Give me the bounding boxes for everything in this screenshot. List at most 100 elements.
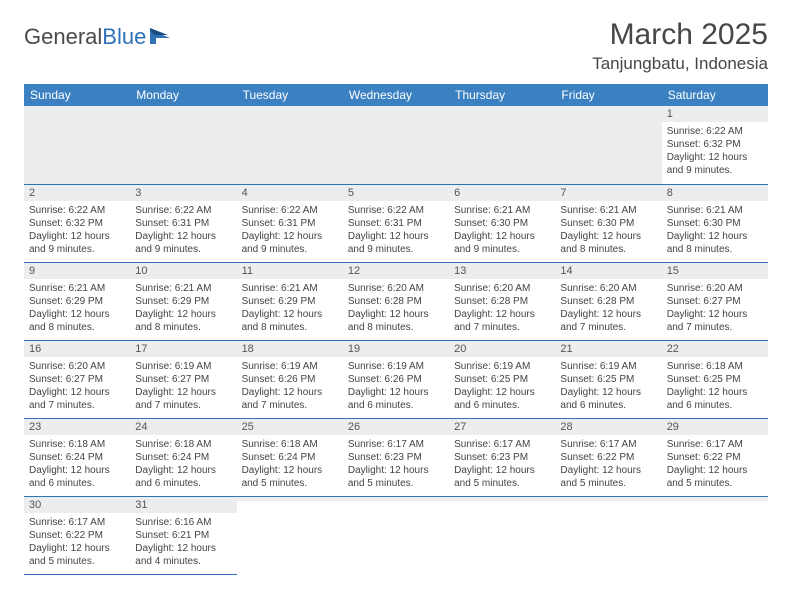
sunset-text: Sunset: 6:22 PM bbox=[29, 529, 125, 542]
calendar-cell: 13Sunrise: 6:20 AMSunset: 6:28 PMDayligh… bbox=[449, 262, 555, 340]
daylight-text: Daylight: 12 hours and 6 minutes. bbox=[29, 464, 125, 490]
day-body: Sunrise: 6:22 AMSunset: 6:32 PMDaylight:… bbox=[662, 122, 768, 181]
day-number: 26 bbox=[343, 419, 449, 435]
day-number: 15 bbox=[662, 263, 768, 279]
day-header: Sunday bbox=[24, 84, 130, 106]
day-number: 7 bbox=[555, 185, 661, 201]
calendar-cell: 25Sunrise: 6:18 AMSunset: 6:24 PMDayligh… bbox=[237, 418, 343, 496]
calendar-cell bbox=[343, 496, 449, 574]
logo-text-1: General bbox=[24, 24, 102, 50]
calendar-cell: 26Sunrise: 6:17 AMSunset: 6:23 PMDayligh… bbox=[343, 418, 449, 496]
sunset-text: Sunset: 6:29 PM bbox=[29, 295, 125, 308]
day-body: Sunrise: 6:20 AMSunset: 6:28 PMDaylight:… bbox=[449, 279, 555, 338]
calendar-cell bbox=[662, 496, 768, 574]
day-number: 4 bbox=[237, 185, 343, 201]
day-number: 13 bbox=[449, 263, 555, 279]
sunset-text: Sunset: 6:22 PM bbox=[560, 451, 656, 464]
calendar-row: 1Sunrise: 6:22 AMSunset: 6:32 PMDaylight… bbox=[24, 106, 768, 184]
sunrise-text: Sunrise: 6:18 AM bbox=[135, 438, 231, 451]
calendar-cell: 14Sunrise: 6:20 AMSunset: 6:28 PMDayligh… bbox=[555, 262, 661, 340]
day-header: Saturday bbox=[662, 84, 768, 106]
day-number bbox=[237, 497, 343, 501]
sunrise-text: Sunrise: 6:17 AM bbox=[667, 438, 763, 451]
day-number: 18 bbox=[237, 341, 343, 357]
daylight-text: Daylight: 12 hours and 8 minutes. bbox=[667, 230, 763, 256]
day-number: 28 bbox=[555, 419, 661, 435]
sunrise-text: Sunrise: 6:20 AM bbox=[29, 360, 125, 373]
daylight-text: Daylight: 12 hours and 8 minutes. bbox=[348, 308, 444, 334]
day-number bbox=[555, 497, 661, 501]
day-body: Sunrise: 6:17 AMSunset: 6:23 PMDaylight:… bbox=[449, 435, 555, 494]
sunrise-text: Sunrise: 6:16 AM bbox=[135, 516, 231, 529]
day-number: 30 bbox=[24, 497, 130, 513]
day-body: Sunrise: 6:21 AMSunset: 6:29 PMDaylight:… bbox=[130, 279, 236, 338]
sunrise-text: Sunrise: 6:17 AM bbox=[454, 438, 550, 451]
calendar-cell: 19Sunrise: 6:19 AMSunset: 6:26 PMDayligh… bbox=[343, 340, 449, 418]
daylight-text: Daylight: 12 hours and 7 minutes. bbox=[454, 308, 550, 334]
day-body: Sunrise: 6:22 AMSunset: 6:31 PMDaylight:… bbox=[237, 201, 343, 260]
calendar-cell bbox=[130, 106, 236, 184]
daylight-text: Daylight: 12 hours and 6 minutes. bbox=[667, 386, 763, 412]
day-header: Tuesday bbox=[237, 84, 343, 106]
daylight-text: Daylight: 12 hours and 9 minutes. bbox=[667, 151, 763, 177]
day-number: 17 bbox=[130, 341, 236, 357]
daylight-text: Daylight: 12 hours and 5 minutes. bbox=[454, 464, 550, 490]
day-body: Sunrise: 6:21 AMSunset: 6:30 PMDaylight:… bbox=[449, 201, 555, 260]
calendar-row: 30Sunrise: 6:17 AMSunset: 6:22 PMDayligh… bbox=[24, 496, 768, 574]
day-number: 9 bbox=[24, 263, 130, 279]
day-number: 20 bbox=[449, 341, 555, 357]
calendar-cell: 9Sunrise: 6:21 AMSunset: 6:29 PMDaylight… bbox=[24, 262, 130, 340]
day-body: Sunrise: 6:17 AMSunset: 6:22 PMDaylight:… bbox=[555, 435, 661, 494]
sunrise-text: Sunrise: 6:22 AM bbox=[348, 204, 444, 217]
day-body: Sunrise: 6:19 AMSunset: 6:25 PMDaylight:… bbox=[555, 357, 661, 416]
sunrise-text: Sunrise: 6:19 AM bbox=[560, 360, 656, 373]
day-body: Sunrise: 6:16 AMSunset: 6:21 PMDaylight:… bbox=[130, 513, 236, 572]
sunset-text: Sunset: 6:26 PM bbox=[348, 373, 444, 386]
calendar-cell: 3Sunrise: 6:22 AMSunset: 6:31 PMDaylight… bbox=[130, 184, 236, 262]
day-body: Sunrise: 6:17 AMSunset: 6:23 PMDaylight:… bbox=[343, 435, 449, 494]
day-number: 31 bbox=[130, 497, 236, 513]
day-body: Sunrise: 6:19 AMSunset: 6:25 PMDaylight:… bbox=[449, 357, 555, 416]
day-body: Sunrise: 6:19 AMSunset: 6:26 PMDaylight:… bbox=[237, 357, 343, 416]
sunrise-text: Sunrise: 6:19 AM bbox=[135, 360, 231, 373]
daylight-text: Daylight: 12 hours and 7 minutes. bbox=[667, 308, 763, 334]
sunrise-text: Sunrise: 6:22 AM bbox=[29, 204, 125, 217]
sunset-text: Sunset: 6:30 PM bbox=[454, 217, 550, 230]
logo-flag-icon bbox=[150, 28, 172, 44]
sunset-text: Sunset: 6:29 PM bbox=[135, 295, 231, 308]
daylight-text: Daylight: 12 hours and 8 minutes. bbox=[560, 230, 656, 256]
day-number: 29 bbox=[662, 419, 768, 435]
daylight-text: Daylight: 12 hours and 7 minutes. bbox=[135, 386, 231, 412]
calendar-cell: 5Sunrise: 6:22 AMSunset: 6:31 PMDaylight… bbox=[343, 184, 449, 262]
daylight-text: Daylight: 12 hours and 7 minutes. bbox=[29, 386, 125, 412]
sunrise-text: Sunrise: 6:21 AM bbox=[242, 282, 338, 295]
day-header: Monday bbox=[130, 84, 236, 106]
calendar-cell: 24Sunrise: 6:18 AMSunset: 6:24 PMDayligh… bbox=[130, 418, 236, 496]
sunrise-text: Sunrise: 6:17 AM bbox=[560, 438, 656, 451]
sunrise-text: Sunrise: 6:20 AM bbox=[667, 282, 763, 295]
calendar-row: 9Sunrise: 6:21 AMSunset: 6:29 PMDaylight… bbox=[24, 262, 768, 340]
sunrise-text: Sunrise: 6:22 AM bbox=[242, 204, 338, 217]
sunrise-text: Sunrise: 6:21 AM bbox=[454, 204, 550, 217]
day-header: Thursday bbox=[449, 84, 555, 106]
day-body: Sunrise: 6:22 AMSunset: 6:31 PMDaylight:… bbox=[343, 201, 449, 260]
calendar-cell: 12Sunrise: 6:20 AMSunset: 6:28 PMDayligh… bbox=[343, 262, 449, 340]
sunrise-text: Sunrise: 6:18 AM bbox=[29, 438, 125, 451]
day-body: Sunrise: 6:19 AMSunset: 6:27 PMDaylight:… bbox=[130, 357, 236, 416]
calendar-body: 1Sunrise: 6:22 AMSunset: 6:32 PMDaylight… bbox=[24, 106, 768, 574]
day-body: Sunrise: 6:20 AMSunset: 6:27 PMDaylight:… bbox=[662, 279, 768, 338]
day-number: 6 bbox=[449, 185, 555, 201]
daylight-text: Daylight: 12 hours and 6 minutes. bbox=[560, 386, 656, 412]
day-body: Sunrise: 6:18 AMSunset: 6:24 PMDaylight:… bbox=[130, 435, 236, 494]
sunset-text: Sunset: 6:30 PM bbox=[560, 217, 656, 230]
calendar-cell: 20Sunrise: 6:19 AMSunset: 6:25 PMDayligh… bbox=[449, 340, 555, 418]
day-number: 27 bbox=[449, 419, 555, 435]
day-number: 12 bbox=[343, 263, 449, 279]
sunset-text: Sunset: 6:24 PM bbox=[135, 451, 231, 464]
calendar-cell: 7Sunrise: 6:21 AMSunset: 6:30 PMDaylight… bbox=[555, 184, 661, 262]
location-label: Tanjungbatu, Indonesia bbox=[592, 54, 768, 74]
calendar-cell: 29Sunrise: 6:17 AMSunset: 6:22 PMDayligh… bbox=[662, 418, 768, 496]
calendar-cell: 28Sunrise: 6:17 AMSunset: 6:22 PMDayligh… bbox=[555, 418, 661, 496]
sunrise-text: Sunrise: 6:21 AM bbox=[29, 282, 125, 295]
calendar-cell: 17Sunrise: 6:19 AMSunset: 6:27 PMDayligh… bbox=[130, 340, 236, 418]
